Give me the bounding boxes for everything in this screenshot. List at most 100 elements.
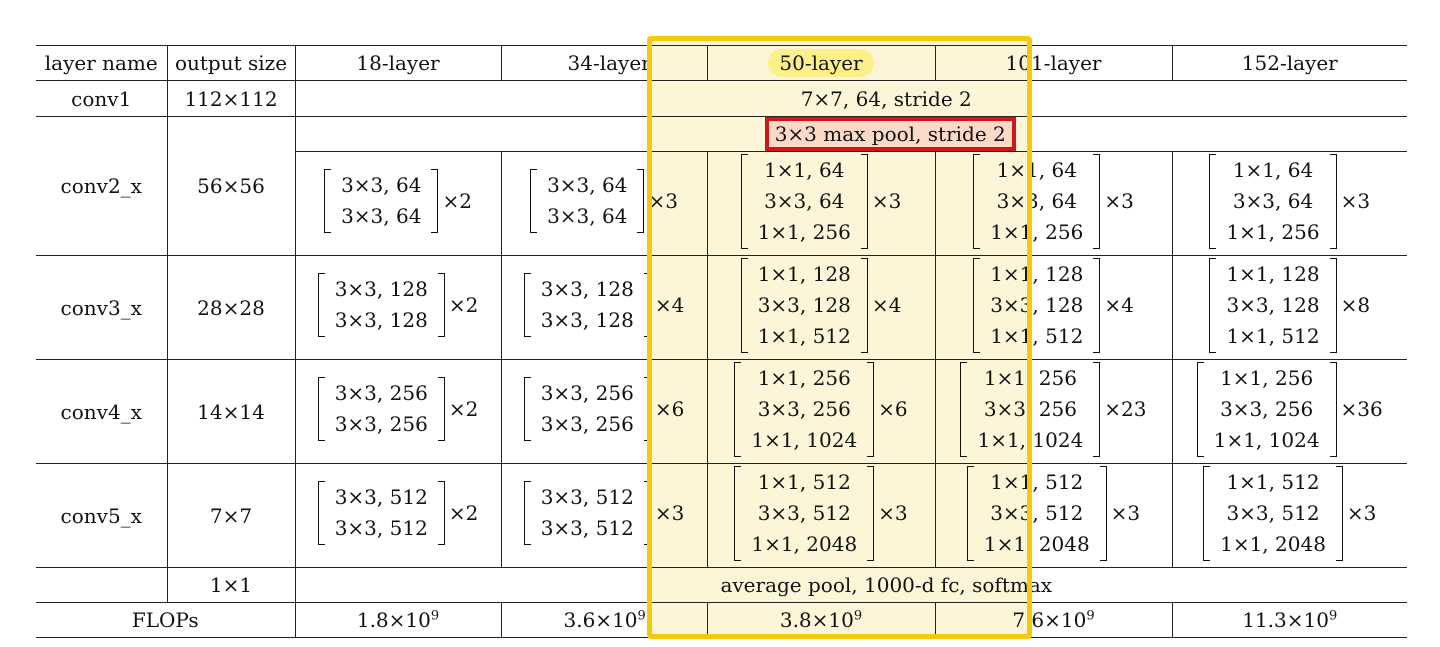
flops-row: FLOPs 1.8×109 3.6×109 3.8×109 7.6×109 11… bbox=[36, 602, 1407, 638]
conv3-50: 1×1, 128 3×3, 128 1×1, 512 ×4 bbox=[706, 255, 935, 360]
block-line: 3×3, 256 bbox=[757, 396, 851, 421]
conv3-101: 1×1, 128 3×3, 128 1×1, 512 ×4 bbox=[934, 255, 1172, 360]
block-multiplier: ×36 bbox=[1340, 397, 1383, 421]
conv2-101: 1×1, 64 3×3, 64 1×1, 256 ×3 bbox=[934, 151, 1172, 256]
header-152-layer: 152-layer bbox=[1171, 45, 1407, 81]
fc-config: average pool, 1000-d fc, softmax bbox=[295, 567, 1407, 603]
conv1-size: 112×112 bbox=[167, 80, 296, 117]
conv3-name: conv3_x bbox=[36, 255, 168, 360]
block-line: 3×3, 128 bbox=[540, 308, 634, 332]
flops-value: 1.8×10 bbox=[356, 608, 431, 632]
block-line: 3×3, 128 bbox=[334, 277, 428, 301]
fc-name bbox=[36, 567, 168, 603]
block-multiplier: ×4 bbox=[871, 293, 902, 317]
block-line: 3×3, 128 bbox=[334, 308, 428, 332]
block-line: 1×1, 256 bbox=[757, 219, 851, 244]
conv5-row: conv5_x 7×7 3×3, 512 3×3, 512 ×2 3×3, 512 3… bbox=[36, 463, 1407, 568]
block-line: 1×1, 2048 bbox=[1220, 531, 1326, 556]
block-multiplier: ×2 bbox=[442, 189, 472, 213]
resnet-architecture-table: layer name output size 18-layer 34-layer… bbox=[36, 45, 1407, 638]
conv5-18: 3×3, 512 3×3, 512 ×2 bbox=[295, 463, 502, 568]
flops-34: 3.6×109 bbox=[501, 602, 707, 638]
maxpool-row: conv2_x 56×56 3×3 max pool, stride 2 bbox=[36, 116, 1407, 256]
block-multiplier: ×3 bbox=[1110, 501, 1141, 525]
conv3-row: conv3_x 28×28 3×3, 128 3×3, 128 ×2 3×3, 12… bbox=[36, 255, 1407, 360]
conv4-name: conv4_x bbox=[36, 359, 168, 464]
conv4-row: conv4_x 14×14 3×3, 256 3×3, 256 ×2 3×3, 25… bbox=[36, 359, 1407, 464]
block-line: 3×3, 128 bbox=[540, 277, 634, 301]
conv4-18: 3×3, 256 3×3, 256 ×2 bbox=[295, 359, 502, 464]
block-line: 3×3, 128 bbox=[990, 292, 1084, 317]
block-line: 1×1, 128 bbox=[1226, 261, 1320, 286]
block-line: 1×1, 512 bbox=[1226, 323, 1320, 348]
conv5-34: 3×3, 512 3×3, 512 ×3 bbox=[501, 463, 707, 568]
conv2-row: 3×3, 64 3×3, 64 ×2 3×3, 64 3×3, 64 ×3 1×1, 6… bbox=[36, 151, 1407, 256]
block-multiplier: ×3 bbox=[1340, 189, 1371, 213]
flops-value: 3.8×10 bbox=[779, 608, 854, 632]
fc-size: 1×1 bbox=[167, 567, 296, 603]
conv5-name: conv5_x bbox=[36, 463, 168, 568]
block-line: 1×1, 2048 bbox=[983, 531, 1090, 556]
block-line: 3×3, 512 bbox=[334, 485, 428, 509]
block-line: 1×1, 256 bbox=[1220, 365, 1314, 390]
flops-label: FLOPs bbox=[36, 602, 296, 638]
header-output-size: output size bbox=[167, 45, 296, 81]
flops-101: 7.6×109 bbox=[934, 602, 1172, 638]
header-50-layer: 50-layer bbox=[706, 45, 935, 81]
block-line: 1×1, 128 bbox=[757, 261, 851, 286]
conv1-row: conv1 112×112 7×7, 64, stride 2 bbox=[36, 80, 1407, 117]
header-row: layer name output size 18-layer 34-layer… bbox=[36, 45, 1407, 81]
block-multiplier: ×3 bbox=[871, 189, 902, 213]
flops-exponent: 9 bbox=[853, 608, 863, 624]
conv5-50: 1×1, 512 3×3, 512 1×1, 2048 ×3 bbox=[706, 463, 935, 568]
block-line: 1×1, 2048 bbox=[751, 531, 858, 556]
conv2-34: 3×3, 64 3×3, 64 ×3 bbox=[501, 151, 707, 256]
header-101-layer: 101-layer bbox=[934, 45, 1172, 81]
conv5-size: 7×7 bbox=[167, 463, 296, 568]
block-line: 1×1, 512 bbox=[990, 469, 1084, 494]
conv3-size: 28×28 bbox=[167, 255, 296, 360]
block-line: 3×3, 64 bbox=[547, 173, 628, 197]
block-line: 3×3, 256 bbox=[334, 381, 428, 405]
highlight-frame-50-layer bbox=[647, 36, 1032, 639]
block-line: 3×3, 512 bbox=[540, 516, 634, 540]
block-line: 1×1, 512 bbox=[1226, 469, 1320, 494]
flops-exponent: 9 bbox=[430, 608, 440, 624]
block-line: 1×1, 256 bbox=[1226, 219, 1320, 244]
conv5-101: 1×1, 512 3×3, 512 1×1, 2048 ×3 bbox=[934, 463, 1172, 568]
flops-exponent: 9 bbox=[1086, 608, 1095, 624]
conv1-config: 7×7, 64, stride 2 bbox=[295, 80, 1407, 117]
block-line: 3×3, 64 bbox=[996, 188, 1077, 213]
conv2-152: 1×1, 64 3×3, 64 1×1, 256 ×3 bbox=[1171, 151, 1407, 256]
block-multiplier: ×3 bbox=[878, 501, 908, 525]
maxpool-config: 3×3 max pool, stride 2 bbox=[764, 117, 1016, 151]
block-line: 1×1, 256 bbox=[757, 365, 851, 390]
block-line: 1×1, 64 bbox=[764, 157, 845, 182]
conv4-34: 3×3, 256 3×3, 256 ×6 bbox=[501, 359, 707, 464]
block-line: 3×3, 64 bbox=[341, 173, 422, 197]
conv4-152: 1×1, 256 3×3, 256 1×1, 1024 ×36 bbox=[1171, 359, 1407, 464]
conv4-size: 14×14 bbox=[167, 359, 296, 464]
block-multiplier: ×4 bbox=[1104, 293, 1134, 317]
block-multiplier: ×2 bbox=[448, 397, 479, 421]
block-line: 3×3, 64 bbox=[547, 204, 628, 228]
block-line: 1×1, 128 bbox=[990, 261, 1084, 286]
block-line: 3×3, 512 bbox=[334, 516, 428, 540]
block-multiplier: ×4 bbox=[654, 293, 685, 317]
block-multiplier: ×6 bbox=[878, 397, 908, 421]
flops-50: 3.8×109 bbox=[706, 602, 935, 638]
header-50-layer-pill: 50-layer bbox=[768, 49, 874, 77]
block-line: 3×3, 64 bbox=[1232, 188, 1314, 213]
block-line: 3×3, 64 bbox=[764, 188, 845, 213]
flops-value: 11.3×10 bbox=[1242, 608, 1329, 632]
block-line: 3×3, 128 bbox=[757, 292, 851, 317]
block-line: 1×1, 1024 bbox=[751, 427, 858, 452]
header-layer-name: layer name bbox=[36, 45, 168, 81]
block-line: 3×3, 512 bbox=[1226, 500, 1320, 525]
block-line: 1×1, 512 bbox=[990, 323, 1084, 348]
block-multiplier: ×3 bbox=[1104, 189, 1134, 213]
conv3-34: 3×3, 128 3×3, 128 ×4 bbox=[501, 255, 707, 360]
block-multiplier: ×2 bbox=[448, 293, 479, 317]
block-line: 3×3, 256 bbox=[540, 412, 634, 436]
block-multiplier: ×3 bbox=[1346, 501, 1377, 525]
